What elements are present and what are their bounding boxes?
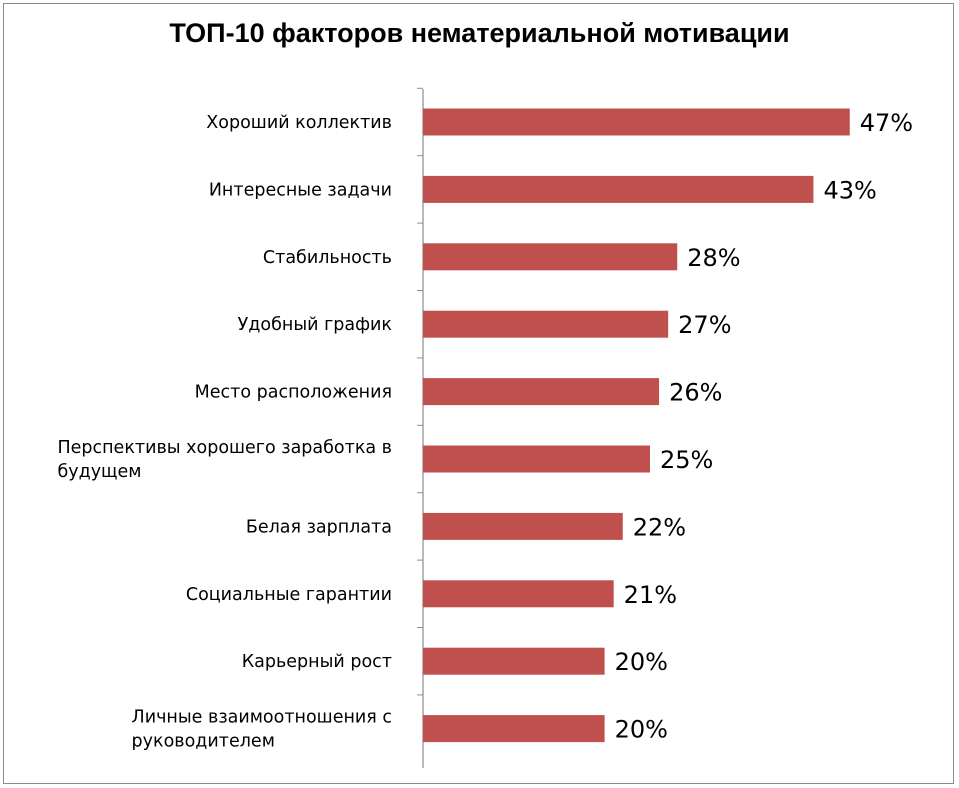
- bar: [423, 580, 614, 608]
- value-label: 28%: [687, 244, 740, 272]
- category-label: Личные взаимоотношения с руководителем: [132, 708, 392, 752]
- category-label: Интересные задачи: [209, 180, 392, 200]
- bar: [423, 445, 650, 473]
- bar: [423, 715, 605, 743]
- category-label-line: будущем: [57, 462, 141, 482]
- bar: [423, 310, 669, 338]
- category-label: Стабильность: [263, 248, 392, 268]
- bar: [423, 175, 814, 203]
- category-label: Удобный график: [238, 315, 392, 335]
- category-label-line: Перспективы хорошего заработка в: [57, 438, 392, 458]
- category-label: Карьерный рост: [242, 652, 392, 672]
- value-label: 20%: [615, 648, 668, 676]
- category-label: Хороший коллектив: [206, 113, 392, 133]
- bar: [423, 378, 660, 406]
- value-label: 21%: [624, 581, 677, 609]
- category-label-line: Личные взаимоотношения с: [132, 708, 392, 728]
- category-label-line: руководителем: [132, 732, 275, 752]
- chart-title: ТОП-10 факторов нематериальной мотивации: [169, 18, 790, 48]
- category-label: Место расположения: [195, 383, 392, 403]
- value-label: 20%: [615, 716, 668, 744]
- bar: [423, 243, 678, 271]
- bar: [423, 512, 623, 540]
- value-label: 26%: [669, 379, 722, 407]
- bar: [423, 647, 605, 675]
- value-label: 43%: [823, 176, 876, 204]
- value-label: 27%: [678, 311, 731, 339]
- value-label: 25%: [660, 446, 713, 474]
- value-label: 22%: [633, 513, 686, 541]
- bar: [423, 108, 850, 136]
- category-label: Белая зарплата: [246, 517, 392, 537]
- category-label: Социальные гарантии: [186, 585, 392, 605]
- category-label: Перспективы хорошего заработка в будущем: [57, 438, 392, 482]
- value-label: 47%: [860, 109, 913, 137]
